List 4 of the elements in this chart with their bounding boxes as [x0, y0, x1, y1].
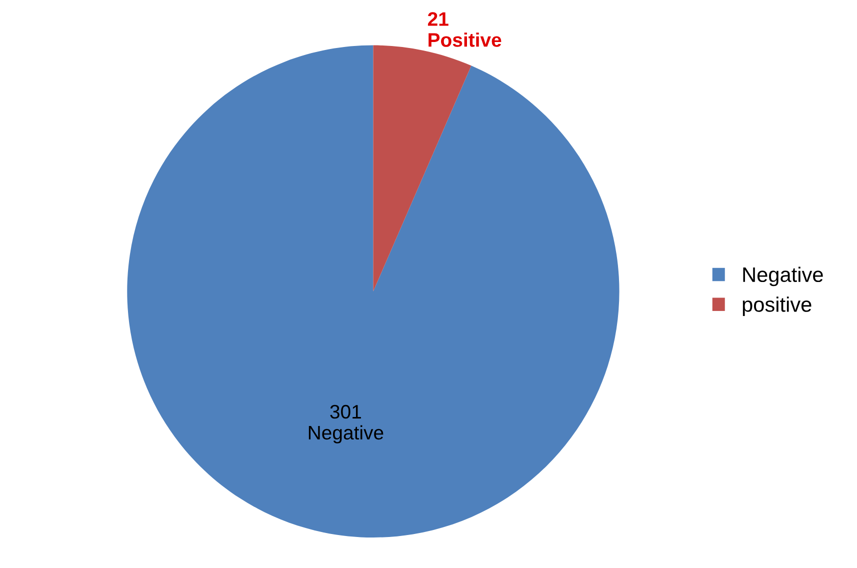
- data-label: 21 Positive: [428, 12, 502, 47]
- legend-label: Negative: [743, 266, 823, 286]
- data-label: 301 Negative: [308, 404, 384, 444]
- legend-label: positive: [742, 296, 812, 316]
